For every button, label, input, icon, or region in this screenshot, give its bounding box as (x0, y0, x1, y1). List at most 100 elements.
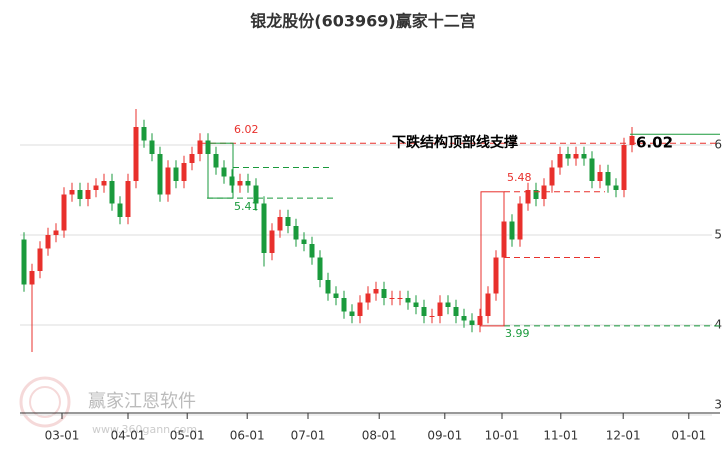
candle-body (573, 154, 579, 159)
candle-body (365, 293, 371, 303)
x-tick-label: 12-01 (606, 429, 641, 443)
level-label: 3.99 (505, 327, 530, 340)
candle-body (61, 194, 67, 231)
y-tick-label: 4 (714, 318, 722, 332)
candle-body (381, 289, 387, 298)
candle-body (389, 298, 395, 299)
candle-body (125, 181, 131, 217)
candle-body (77, 190, 83, 199)
candle-body (341, 298, 347, 312)
candle-body (421, 307, 427, 316)
candle-body (261, 203, 267, 253)
candle-body (509, 221, 515, 240)
x-tick-label: 09-01 (427, 429, 462, 443)
candle-body (221, 167, 227, 177)
candle-body (37, 248, 43, 271)
candle-body (605, 172, 611, 186)
candle-body (461, 316, 467, 321)
level-label: 6.02 (234, 123, 259, 136)
candle-body (445, 302, 451, 307)
candle-body (397, 298, 403, 299)
candle-body (109, 181, 115, 204)
candle-body (29, 271, 35, 285)
candle-body (157, 154, 163, 195)
y-tick-label: 6 (714, 138, 722, 152)
candle-body (197, 140, 203, 154)
candle-body (477, 316, 483, 325)
x-tick-label: 08-01 (362, 429, 397, 443)
x-tick-label: 01-01 (671, 429, 706, 443)
candle-body (93, 185, 99, 190)
candle-body (269, 230, 275, 253)
pattern-box (480, 191, 505, 327)
candle-body (485, 293, 491, 316)
candle-body (141, 127, 147, 141)
candle-body (85, 190, 91, 199)
candle-body (405, 298, 411, 303)
watermark-url: www.360gann.com (92, 423, 197, 436)
candle-body (429, 316, 435, 317)
candle-body (581, 154, 587, 159)
candle-body (325, 280, 331, 294)
candle-body (149, 140, 155, 154)
candle-body (309, 244, 315, 258)
candle-body (525, 190, 531, 204)
x-tick-label: 07-01 (291, 429, 326, 443)
candle-body (373, 289, 379, 294)
candle-body (173, 167, 179, 181)
candle-body (517, 203, 523, 240)
candle-body (557, 154, 563, 168)
callout-value: 6.02 (636, 134, 673, 152)
candle-body (253, 185, 259, 204)
candle-body (285, 217, 291, 226)
candle-body (597, 172, 603, 181)
candle-body (589, 158, 595, 181)
candle-body (181, 163, 187, 181)
x-tick-label: 11-01 (543, 429, 578, 443)
candle-body (613, 185, 619, 190)
candle-body (165, 167, 171, 195)
candle-body (629, 136, 635, 145)
pattern-box (207, 142, 234, 199)
candle-body (189, 154, 195, 163)
candle-body (549, 167, 555, 186)
candle-body (245, 181, 251, 186)
y-tick-label: 3 (714, 398, 722, 412)
x-tick-label: 03-01 (45, 429, 80, 443)
candle-body (45, 235, 51, 249)
candle-body (333, 293, 339, 298)
candle-body (237, 181, 243, 186)
candle-body (293, 226, 299, 240)
candle-body (469, 320, 475, 325)
candle-body (229, 176, 235, 186)
candle-body (21, 239, 27, 285)
candle-body (349, 311, 355, 316)
callout-text: 下跌结构顶部线支撑 (392, 134, 518, 151)
candle-body (53, 230, 59, 235)
x-tick-label: 06-01 (230, 429, 265, 443)
candle-body (277, 217, 283, 231)
x-tick-label: 10-01 (485, 429, 520, 443)
candle-body (533, 190, 539, 199)
candle-body (437, 302, 443, 316)
candle-body (101, 181, 107, 186)
candle-body (357, 302, 363, 316)
x-tick-label: 04-01 (111, 429, 146, 443)
candle-body (301, 239, 307, 244)
level-label: 5.41 (234, 200, 259, 213)
y-tick-label: 5 (714, 228, 722, 242)
candle-body (413, 302, 419, 307)
candle-body (493, 257, 499, 294)
x-tick-label: 05-01 (170, 429, 205, 443)
level-label: 5.48 (507, 171, 532, 184)
candle-body (565, 154, 571, 159)
candle-body (213, 154, 219, 168)
chart-title: 银龙股份(603969)赢家十二宫 (250, 12, 475, 31)
candle-body (317, 257, 323, 280)
candle-body (117, 203, 123, 217)
watermark-name: 赢家江恩软件 (88, 390, 196, 412)
watermark-logo (19, 376, 71, 428)
candle-body (453, 307, 459, 316)
